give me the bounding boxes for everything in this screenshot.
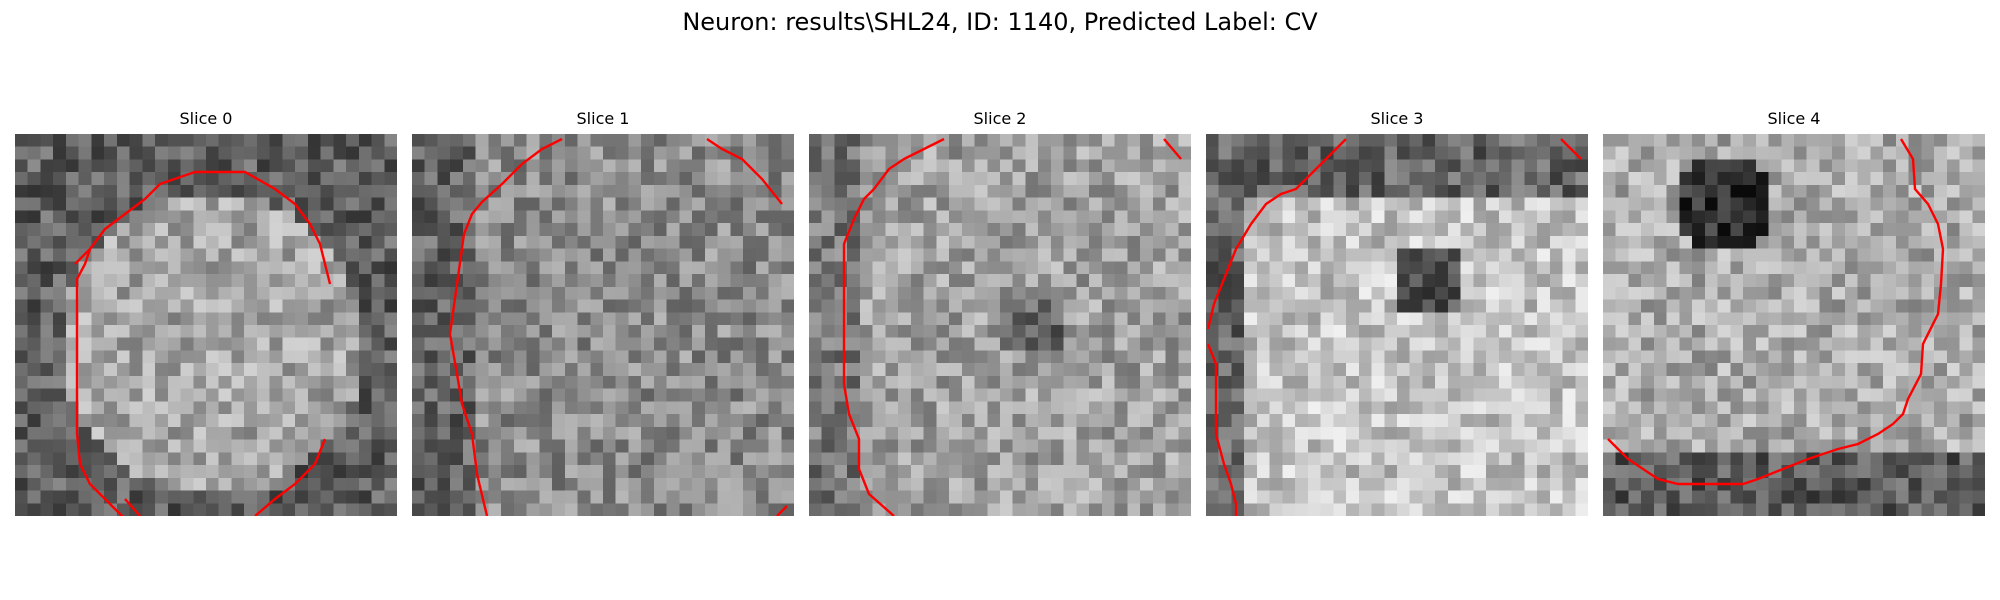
slice-2-title: Slice 2 [973,109,1027,128]
slice-3-image [1206,134,1588,516]
slice-2-contour [842,137,1182,516]
slice-1-contour [448,137,788,516]
slice-4-contour [1607,138,1945,486]
figure-title: Neuron: results\SHL24, ID: 1140, Predict… [682,8,1318,36]
slice-1-image [412,134,794,516]
slice-2-image [809,134,1191,516]
slice-1-title: Slice 1 [576,109,630,128]
slice-3-contour [1206,138,1582,516]
slice-0-contour [74,170,332,516]
slice-3-title: Slice 3 [1370,109,1424,128]
slice-4-title: Slice 4 [1767,109,1821,128]
slice-0-title: Slice 0 [179,109,233,128]
